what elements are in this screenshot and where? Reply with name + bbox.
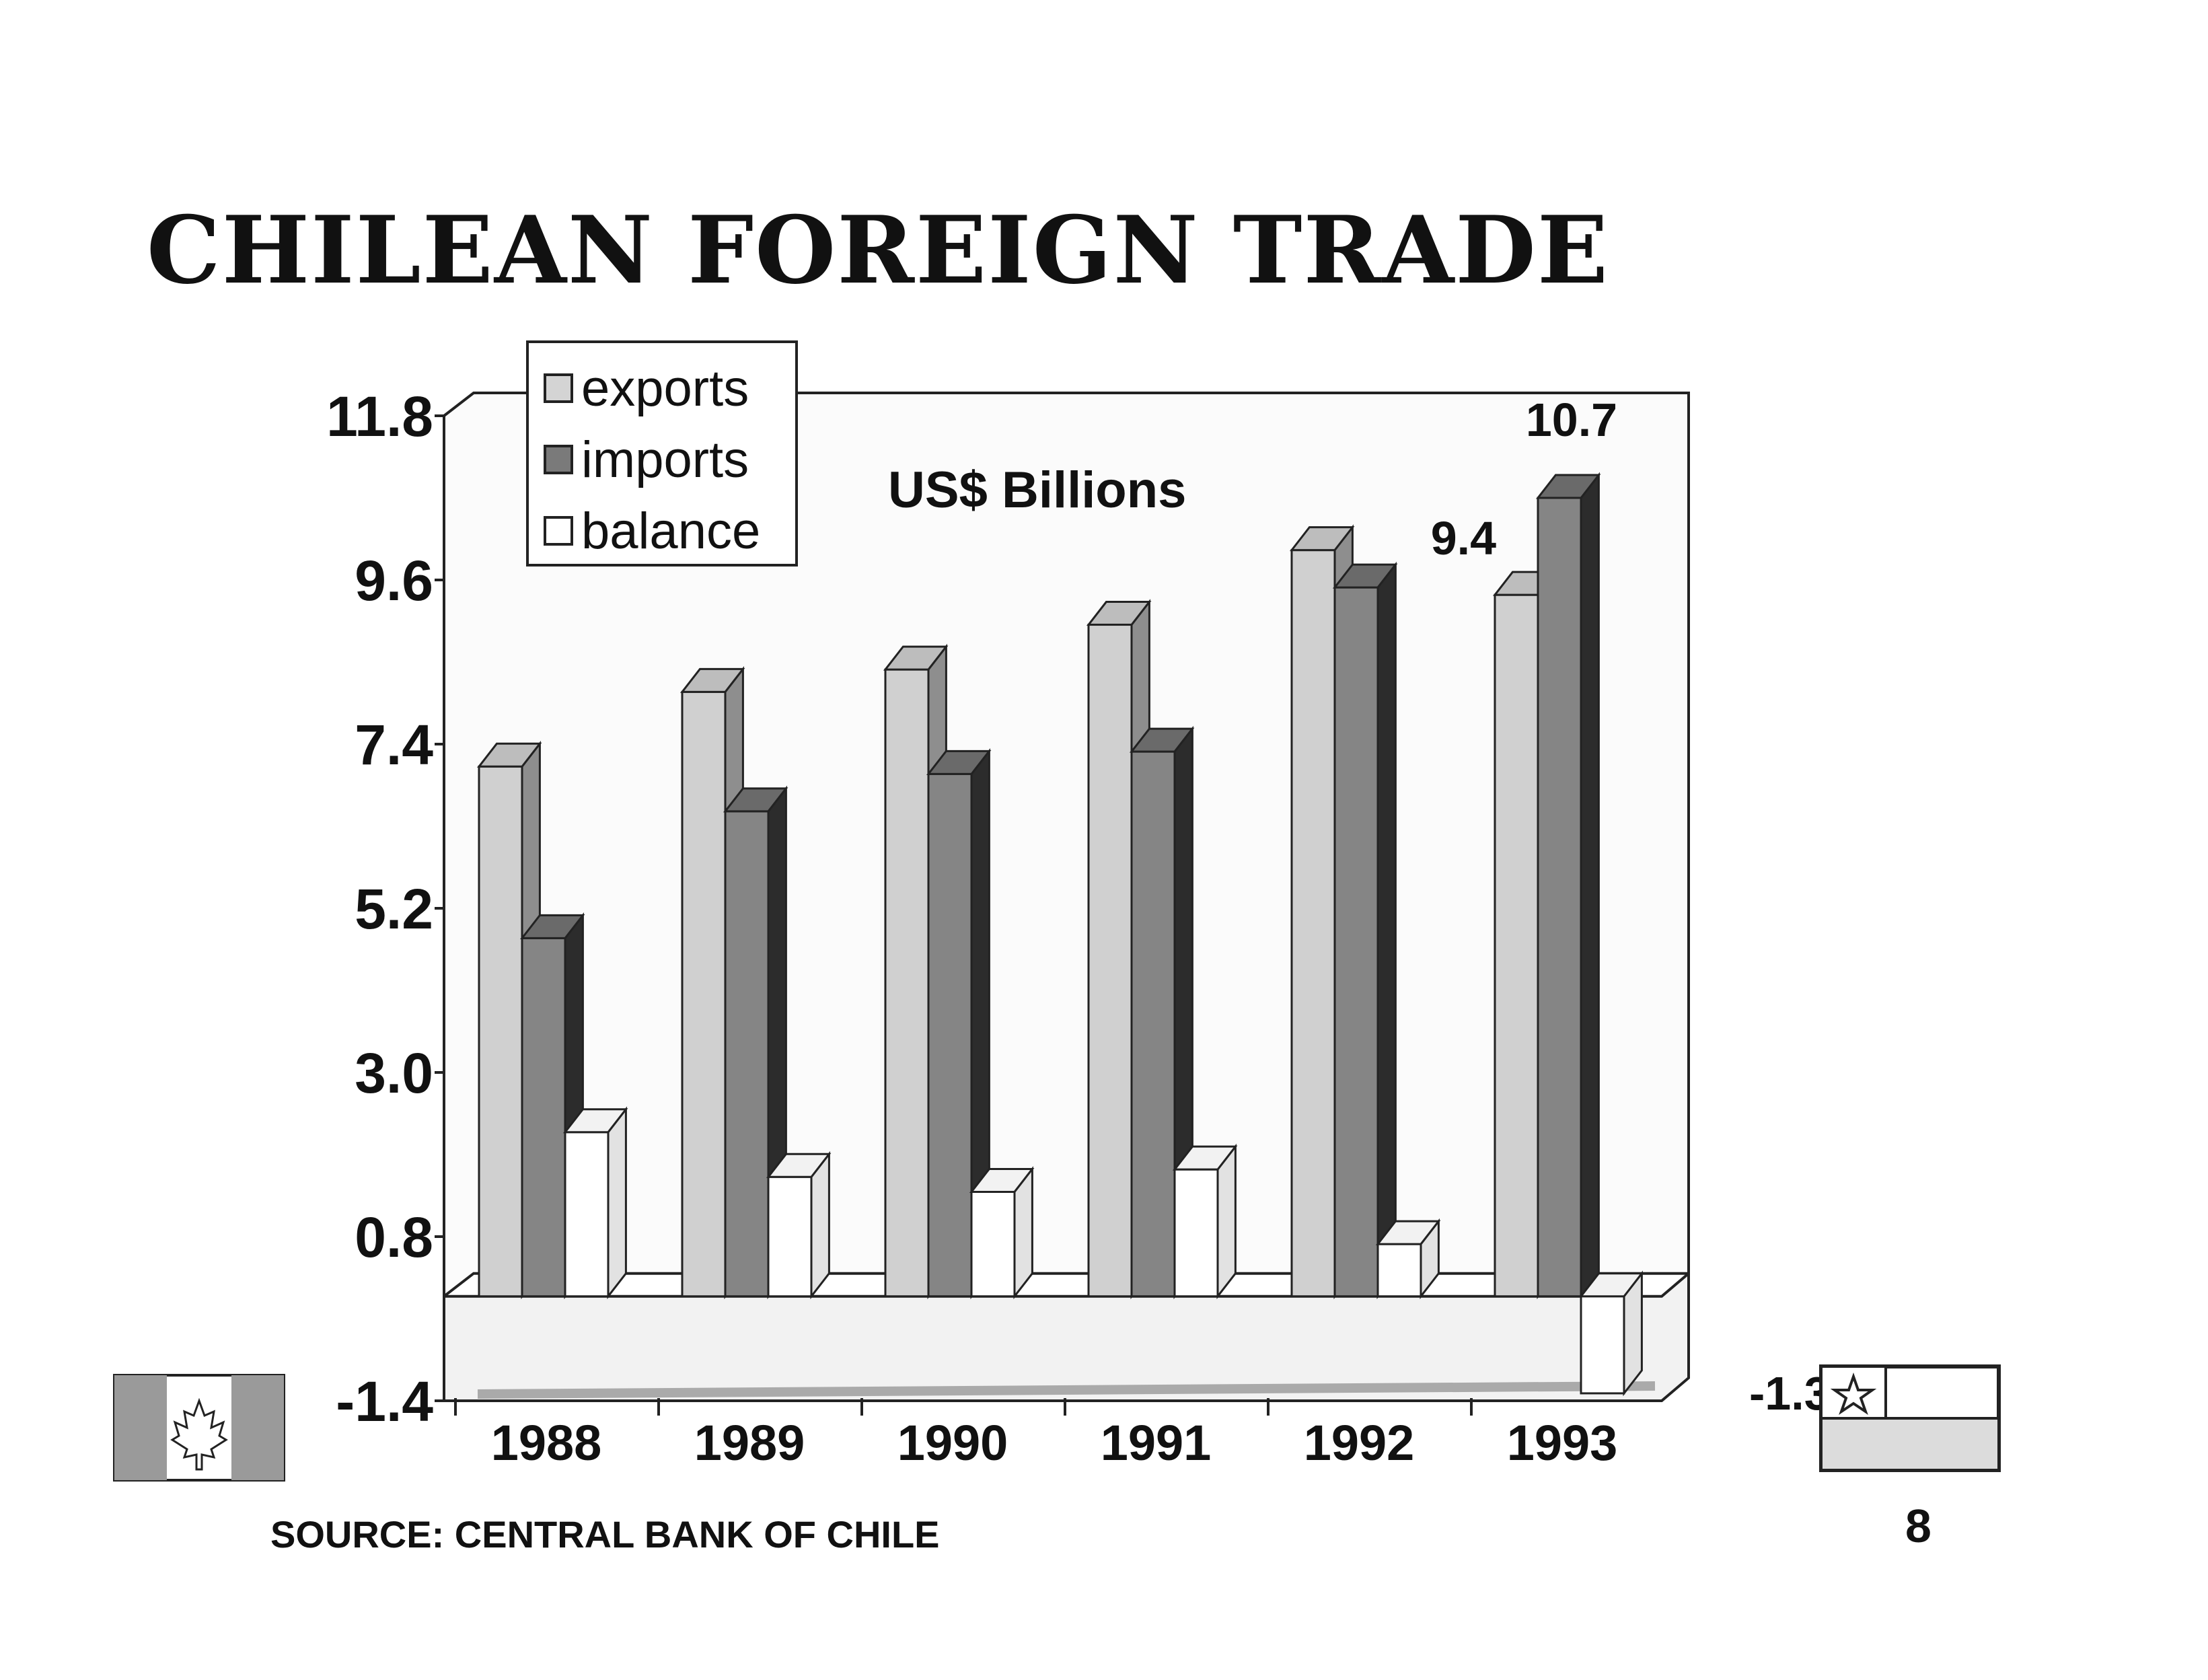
bar-imports-1990 — [926, 747, 992, 1300]
legend-label-exports: exports — [581, 359, 749, 417]
x-tick-label: 1989 — [694, 1415, 805, 1471]
chart-title: CHILEAN FOREIGN TRADE — [146, 195, 1610, 305]
bar-front — [1376, 1243, 1422, 1298]
bar-front — [767, 1175, 813, 1298]
bar-side — [1376, 561, 1397, 1300]
chart-legend: exports imports balance — [526, 340, 798, 567]
bar-front — [564, 1131, 610, 1298]
bar-imports-1989 — [723, 785, 788, 1300]
bar-side — [607, 1106, 627, 1300]
bar-front — [1290, 549, 1336, 1298]
y-tick-label: 7.4 — [355, 713, 433, 776]
bar-front — [1130, 750, 1176, 1298]
bar-front — [1494, 593, 1539, 1298]
floor-shadow — [477, 1381, 1656, 1399]
bar-balance-1991 — [1172, 1143, 1238, 1300]
bar-side — [1580, 472, 1600, 1300]
bar-front — [1087, 624, 1133, 1298]
bar-front — [724, 810, 770, 1298]
chile-flag-icon — [1819, 1364, 2001, 1472]
source-note: SOURCE: CENTRAL BANK OF CHILE — [270, 1513, 940, 1556]
bar-top — [1375, 1220, 1441, 1245]
y-tick-label: 9.6 — [355, 549, 433, 612]
bar-top — [1535, 474, 1601, 499]
bar-top — [1578, 1272, 1644, 1298]
y-tick-label: 5.2 — [355, 877, 433, 941]
x-tick-label: 1993 — [1507, 1415, 1618, 1471]
page-number: 8 — [1905, 1500, 1931, 1552]
bar-front — [927, 772, 973, 1298]
x-tick-label: 1991 — [1101, 1415, 1212, 1471]
bar-front — [1537, 497, 1582, 1298]
legend-item-imports: imports — [529, 424, 795, 495]
bar-front — [1580, 1295, 1625, 1395]
unit-label: US$ Billions — [888, 462, 1187, 519]
bar-front — [1333, 586, 1379, 1298]
legend-label-imports: imports — [581, 431, 749, 488]
bar-front — [478, 765, 523, 1298]
bar-top — [562, 1108, 628, 1134]
bar-front — [970, 1190, 1016, 1298]
bar-front — [884, 668, 930, 1298]
bar-imports-1993 — [1535, 472, 1601, 1300]
legend-swatch-imports — [544, 445, 573, 474]
legend-swatch-exports — [544, 373, 573, 403]
bar-top — [1332, 563, 1398, 589]
bar-top — [519, 914, 585, 939]
x-tick-label: 1992 — [1304, 1415, 1415, 1471]
data-label-exports-1993: 9.4 — [1431, 512, 1496, 564]
bar-top — [1086, 601, 1152, 626]
y-tick-label: 11.8 — [326, 385, 433, 448]
legend-swatch-balance — [544, 516, 573, 546]
data-label-balance-1993: -1.3 — [1749, 1367, 1831, 1420]
bar-balance-1993 — [1578, 1270, 1644, 1397]
bar-side — [1216, 1143, 1237, 1300]
legend-item-exports: exports — [529, 353, 795, 424]
bar-front — [521, 937, 566, 1298]
y-tick-label: -1.4 — [336, 1370, 433, 1433]
bar-front — [681, 690, 727, 1298]
bar-top — [476, 742, 542, 768]
x-tick-label: 1990 — [897, 1415, 1008, 1471]
bar-top — [883, 645, 949, 671]
bar-front — [1173, 1168, 1219, 1298]
y-tick-label: 0.8 — [355, 1206, 433, 1269]
bar-balance-1990 — [969, 1166, 1035, 1300]
bar-balance-1989 — [766, 1151, 832, 1300]
bar-side — [810, 1151, 830, 1300]
legend-item-balance: balance — [529, 495, 795, 567]
bar-top — [1289, 526, 1355, 552]
bar-balance-1988 — [562, 1106, 628, 1300]
bar-balance-1992 — [1375, 1218, 1441, 1300]
data-label-imports-1993: 10.7 — [1526, 394, 1617, 446]
x-tick-label: 1988 — [491, 1415, 602, 1471]
canada-flag-icon — [113, 1374, 285, 1482]
bar-top — [969, 1167, 1035, 1193]
bar-top — [1129, 727, 1195, 753]
bar-top — [723, 787, 788, 813]
y-tick-label: 3.0 — [355, 1042, 433, 1105]
bar-top — [926, 750, 992, 775]
bar-top — [1172, 1145, 1238, 1171]
bar-exports-1993 — [1492, 569, 1558, 1300]
legend-label-balance: balance — [581, 502, 761, 560]
bar-top — [766, 1153, 832, 1178]
bar-top — [679, 667, 745, 693]
bar-imports-1992 — [1332, 561, 1398, 1300]
